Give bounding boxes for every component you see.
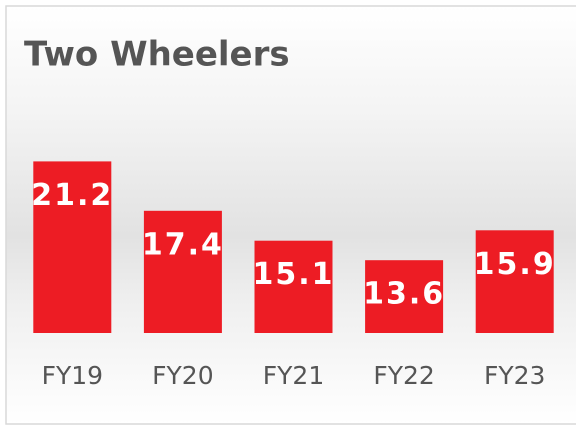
bar [143,210,222,333]
x-tick-label: FY21 [263,361,324,390]
x-tick-label: FY19 [42,361,103,390]
bar [254,240,333,333]
data-label: 13.6 [363,277,445,312]
x-tick-label: FY20 [152,361,213,390]
chart-title: Two Wheelers [24,35,290,75]
data-label: 21.2 [31,178,113,213]
data-label: 17.4 [142,227,224,262]
x-tick-label: FY22 [373,361,434,390]
x-tick-label: FY23 [484,361,545,390]
bar [365,260,444,333]
bar [475,230,554,333]
data-label: 15.1 [252,257,334,292]
bar [33,161,112,333]
data-label: 15.9 [474,247,556,282]
